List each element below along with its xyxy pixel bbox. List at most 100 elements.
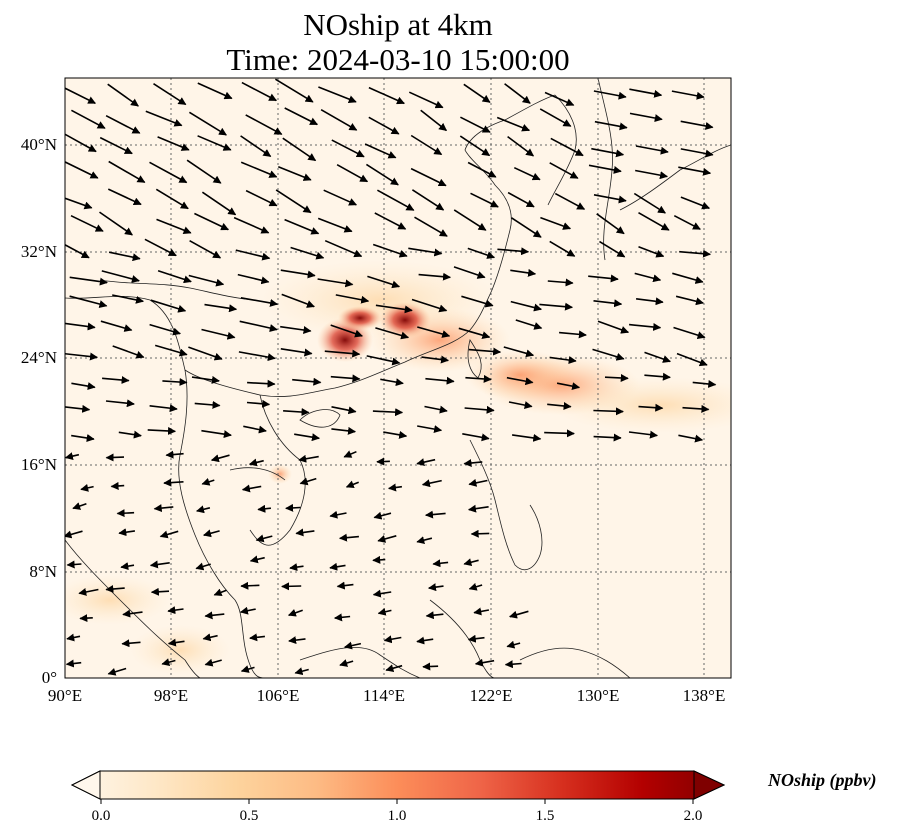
wind-arrow bbox=[459, 135, 491, 157]
wind-arrow bbox=[163, 478, 184, 487]
wind-arrow bbox=[235, 249, 271, 261]
wind-arrow bbox=[275, 189, 312, 214]
wind-arrow bbox=[320, 109, 358, 131]
wind-arrow bbox=[112, 345, 145, 359]
wind-arrow bbox=[544, 429, 575, 438]
x-tick-label: 130°E bbox=[576, 686, 620, 705]
colorbar-tick-label: 2.0 bbox=[683, 808, 703, 824]
wind-arrow bbox=[204, 611, 225, 620]
wind-arrow bbox=[410, 134, 443, 156]
wind-arrow bbox=[416, 636, 434, 645]
wind-arrow bbox=[408, 91, 444, 109]
wind-arrow bbox=[463, 459, 483, 467]
wind-arrow bbox=[149, 323, 181, 336]
wind-arrow bbox=[249, 555, 265, 564]
wind-arrow bbox=[280, 348, 313, 357]
wind-arrow bbox=[453, 266, 486, 279]
wind-arrow bbox=[463, 83, 491, 103]
wind-arrow bbox=[592, 348, 625, 361]
wind-arrow bbox=[162, 378, 188, 387]
wind-arrow bbox=[635, 297, 664, 306]
wind-arrow bbox=[628, 430, 658, 439]
wind-arrow bbox=[629, 88, 663, 98]
wind-arrow bbox=[329, 510, 347, 519]
wind-arrow bbox=[281, 582, 302, 591]
wind-arrow bbox=[69, 295, 108, 308]
wind-arrow bbox=[547, 278, 574, 287]
wind-arrow bbox=[506, 640, 521, 649]
wind-arrow bbox=[65, 659, 82, 668]
wind-arrow bbox=[144, 238, 177, 257]
wind-arrow bbox=[204, 303, 238, 313]
wind-arrow bbox=[593, 299, 623, 308]
wind-arrow bbox=[157, 136, 190, 151]
wind-arrow bbox=[156, 218, 192, 234]
wind-arrow bbox=[408, 247, 443, 257]
x-tick-label: 114°E bbox=[362, 686, 406, 705]
wind-arrow bbox=[460, 116, 491, 133]
x-tick-label: 98°E bbox=[153, 686, 189, 705]
wind-arrow bbox=[197, 82, 233, 100]
wind-arrow bbox=[672, 272, 704, 284]
wind-arrow bbox=[432, 559, 449, 568]
wind-arrow bbox=[99, 136, 133, 155]
wind-arrow bbox=[676, 352, 708, 367]
wind-arrow bbox=[367, 275, 401, 289]
wind-arrow bbox=[644, 372, 671, 381]
wind-arrow bbox=[257, 504, 271, 513]
wind-arrow bbox=[331, 139, 365, 158]
wind-arrow bbox=[385, 664, 403, 673]
wind-arrow bbox=[159, 530, 179, 539]
wind-arrow bbox=[150, 587, 170, 596]
wind-arrow bbox=[105, 453, 125, 462]
wind-arrow bbox=[70, 214, 104, 232]
wind-arrow bbox=[65, 530, 83, 539]
wind-arrow bbox=[240, 297, 279, 307]
wind-arrow bbox=[506, 376, 534, 386]
wind-arrow bbox=[635, 145, 669, 155]
wind-arrow bbox=[202, 633, 218, 642]
wind-arrow bbox=[425, 510, 446, 519]
wind-arrow bbox=[411, 298, 448, 313]
y-tick-label: 40°N bbox=[20, 135, 57, 154]
wind-arrow bbox=[71, 109, 106, 129]
wind-arrow bbox=[243, 425, 267, 434]
wind-arrow bbox=[101, 270, 140, 283]
wind-arrow bbox=[425, 376, 455, 385]
wind-arrow bbox=[588, 274, 619, 283]
wind-arrow bbox=[383, 635, 402, 644]
wind-arrow bbox=[108, 251, 141, 262]
wind-arrow bbox=[513, 166, 541, 181]
wind-arrow bbox=[380, 378, 404, 387]
wind-arrow bbox=[241, 484, 262, 493]
wind-arrow bbox=[71, 434, 95, 442]
wind-arrow bbox=[121, 639, 141, 648]
wind-arrow bbox=[377, 607, 392, 616]
wind-arrow bbox=[324, 239, 363, 258]
wind-arrow bbox=[467, 161, 497, 178]
wind-arrow bbox=[418, 272, 451, 281]
wind-arrow bbox=[189, 240, 222, 259]
colorbar-ramp bbox=[70, 770, 726, 800]
wind-arrow bbox=[503, 346, 535, 358]
wind-arrow bbox=[593, 433, 622, 442]
wind-arrow bbox=[554, 192, 586, 210]
wind-arrow bbox=[65, 352, 98, 361]
wind-arrow bbox=[65, 404, 91, 413]
wind-arrow bbox=[118, 528, 136, 537]
wind-arrow bbox=[203, 529, 220, 538]
wind-arrow bbox=[540, 216, 572, 230]
wind-arrow bbox=[153, 504, 174, 513]
wind-arrow bbox=[336, 581, 354, 590]
wind-arrow bbox=[339, 659, 354, 667]
wind-arrow bbox=[678, 166, 712, 176]
wind-arrow bbox=[247, 379, 276, 388]
wind-arrow bbox=[422, 662, 439, 671]
wind-arrow bbox=[197, 135, 232, 151]
wind-arrow bbox=[368, 86, 405, 105]
wind-arrow bbox=[99, 211, 133, 236]
wind-arrow bbox=[79, 614, 93, 623]
wind-arrow bbox=[368, 116, 400, 135]
wind-arrow bbox=[416, 536, 433, 545]
